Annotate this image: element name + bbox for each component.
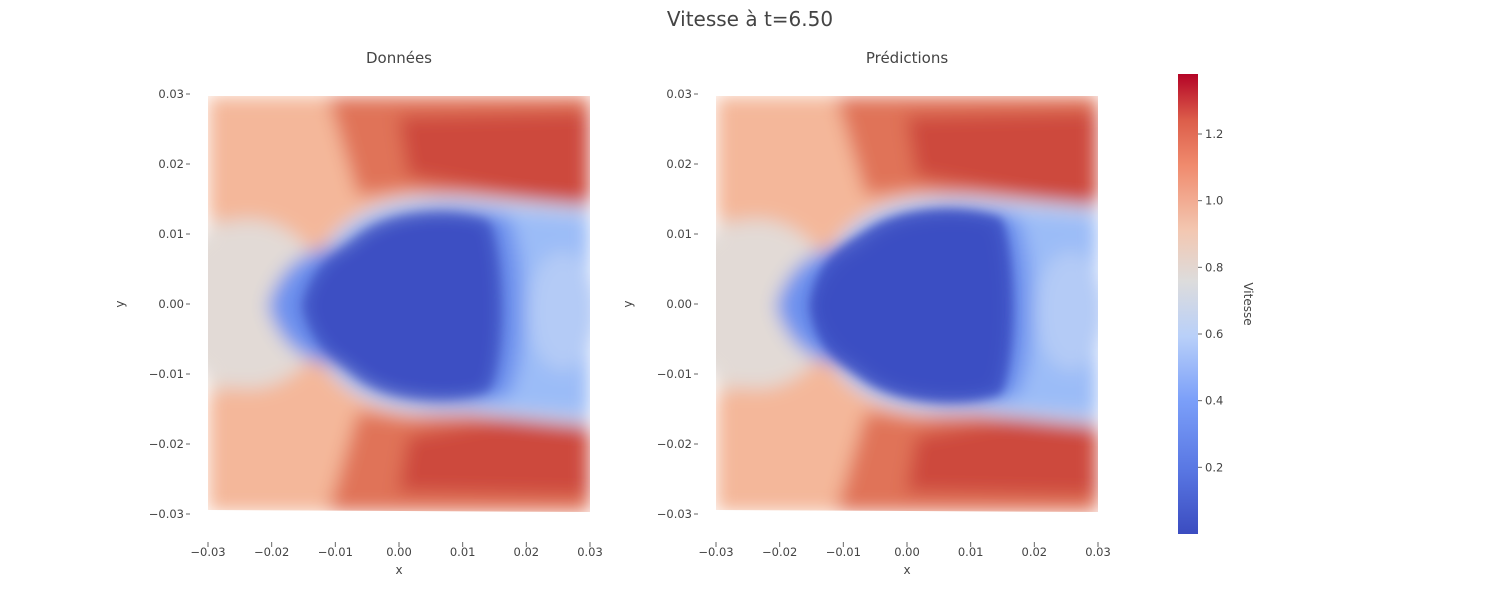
- ytick-label-predictions-5: −0.02: [657, 437, 692, 451]
- panel-title-donnees: Données: [366, 49, 432, 67]
- ytick-label-donnees-6: −0.03: [149, 507, 184, 521]
- figure-title: Vitesse à t=6.50: [667, 7, 833, 31]
- panel-donnees: Données −0.03 −0.02 −0.01 0.00 0.01 0.02 0.03 0…: [113, 49, 603, 577]
- ytick-label-donnees-1: 0.02: [158, 157, 184, 171]
- ytick-label-predictions-2: 0.01: [666, 227, 692, 241]
- ytick-label-donnees-0: 0.03: [158, 87, 184, 101]
- xlabel-predictions: x: [903, 563, 910, 577]
- xtick-label-donnees-3: 0.00: [386, 545, 412, 559]
- ytick-label-donnees-2: 0.01: [158, 227, 184, 241]
- colorbar-gradient: [1178, 74, 1198, 534]
- xtick-label-predictions-3: 0.00: [894, 545, 920, 559]
- xtick-label-donnees-5: 0.02: [514, 545, 540, 559]
- ytick-label-predictions-1: 0.02: [666, 157, 692, 171]
- xlabel-donnees: x: [395, 563, 402, 577]
- xtick-label-donnees-2: −0.01: [318, 545, 353, 559]
- colorbar-tick-label-4: 1.0: [1205, 194, 1223, 208]
- xtick-label-predictions-1: −0.02: [762, 545, 797, 559]
- colorbar-tick-label-1: 0.4: [1205, 394, 1223, 408]
- colorbar-tick-label-5: 1.2: [1205, 127, 1223, 141]
- colorbar-tick-label-2: 0.6: [1205, 327, 1223, 341]
- colorbar-label: Vitesse: [1241, 282, 1255, 325]
- panel-title-predictions: Prédictions: [866, 49, 949, 67]
- ytick-label-predictions-4: −0.01: [657, 367, 692, 381]
- xtick-label-donnees-6: 0.03: [577, 545, 603, 559]
- xtick-label-predictions-0: −0.03: [698, 545, 733, 559]
- ylabel-donnees: y: [113, 300, 127, 307]
- xtick-label-predictions-2: −0.01: [826, 545, 861, 559]
- ytick-label-predictions-6: −0.03: [657, 507, 692, 521]
- xtick-label-donnees-1: −0.02: [254, 545, 289, 559]
- xtick-label-donnees-0: −0.03: [190, 545, 225, 559]
- heatmap-predictions: [716, 96, 1098, 512]
- ytick-label-donnees-4: −0.01: [149, 367, 184, 381]
- heatmap-donnees: [208, 96, 590, 512]
- ytick-label-predictions-3: 0.00: [666, 297, 692, 311]
- ytick-label-predictions-0: 0.03: [666, 87, 692, 101]
- colorbar: 0.2 0.4 0.6 0.8 1.0 1.2 Vitesse: [1178, 74, 1255, 534]
- xtick-label-predictions-6: 0.03: [1085, 545, 1111, 559]
- colorbar-tick-label-3: 0.8: [1205, 260, 1223, 274]
- xtick-label-predictions-5: 0.02: [1022, 545, 1048, 559]
- panel-predictions: Prédictions −0.03 −0.02 −0.01 0.00 0.01 0.02 0…: [621, 49, 1111, 577]
- xtick-label-donnees-4: 0.01: [450, 545, 476, 559]
- colorbar-tick-label-0: 0.2: [1205, 460, 1223, 474]
- xtick-label-predictions-4: 0.01: [958, 545, 984, 559]
- ytick-label-donnees-5: −0.02: [149, 437, 184, 451]
- ytick-label-donnees-3: 0.00: [158, 297, 184, 311]
- ylabel-predictions: y: [621, 300, 635, 307]
